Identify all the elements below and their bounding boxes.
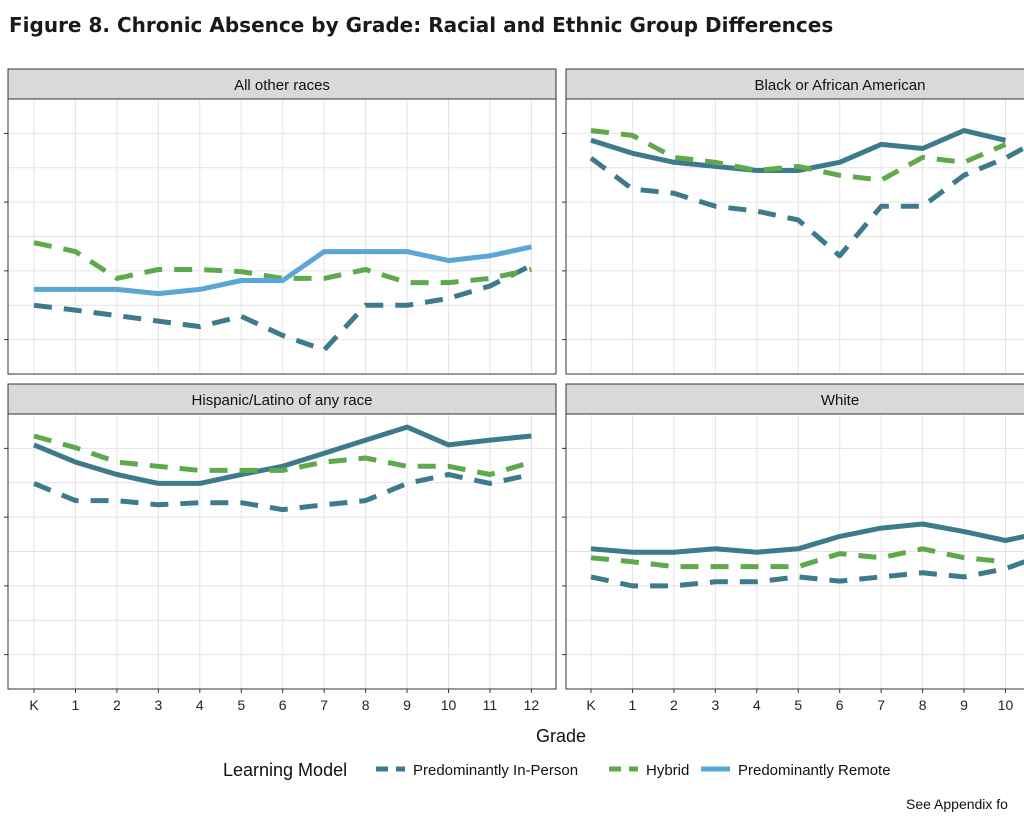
x-tick-label: 1 — [72, 697, 80, 713]
series-line-predominantly-in-person-dashed — [33, 472, 532, 513]
legend-item: Predominantly In-Person — [376, 762, 578, 779]
series-lines — [33, 240, 533, 353]
x-tick-label: 5 — [794, 697, 802, 713]
series-lines — [33, 424, 533, 513]
x-tick-label: 7 — [877, 697, 885, 713]
series-line-predominantly-in-person-solid — [33, 424, 532, 486]
x-tick-label: 8 — [362, 697, 370, 713]
x-tick-label: 2 — [113, 697, 121, 713]
series-line-predominantly-remote-solid — [34, 244, 532, 297]
panel-1: All other races — [4, 68, 557, 375]
x-tick-label: 11 — [483, 697, 498, 713]
series-line-hybrid-dashed — [590, 546, 1006, 570]
panel-title: White — [821, 392, 859, 409]
x-tick-label: 2 — [670, 697, 678, 713]
panel-strip — [7, 383, 557, 415]
panel-strip — [7, 68, 557, 100]
x-tick-label: 9 — [403, 697, 411, 713]
series-line-predominantly-in-person-dashed — [589, 145, 1024, 259]
series-line-predominantly-in-person-solid — [590, 128, 1007, 173]
x-tick-label: 4 — [753, 697, 761, 713]
series-lines — [589, 128, 1024, 259]
series-line-hybrid-dashed — [590, 128, 1007, 183]
figure-title: Figure 8. Chronic Absence by Grade: Raci… — [9, 13, 834, 37]
chart-panels: All other races Black or African American… — [4, 68, 1024, 713]
x-tick-label: 10 — [441, 697, 457, 713]
legend-title: Learning Model — [223, 760, 347, 780]
x-tick-label: 3 — [154, 697, 162, 713]
panel-title: All other races — [234, 77, 330, 94]
series-lines — [590, 521, 1024, 589]
panel-title: Black or African American — [755, 77, 926, 94]
footnote: See Appendix fo — [906, 796, 1008, 812]
legend-label: Predominantly In-Person — [413, 762, 578, 779]
series-line-predominantly-in-person-solid — [590, 521, 1024, 555]
x-tick-label: 8 — [919, 697, 927, 713]
x-tick-label: K — [586, 697, 596, 713]
legend-item: Predominantly Remote — [701, 762, 891, 779]
series-line-hybrid-dashed — [33, 240, 532, 286]
panel-strip — [565, 383, 1024, 415]
x-tick-label: 3 — [711, 697, 719, 713]
x-tick-label: 1 — [629, 697, 637, 713]
series-line-hybrid-dashed — [33, 433, 533, 477]
series-line-predominantly-in-person-dashed — [590, 559, 1024, 589]
x-tick-label: 9 — [960, 697, 968, 713]
series-line-predominantly-in-person-dashed — [33, 263, 533, 353]
x-tick-label: 10 — [998, 697, 1014, 713]
legend-label: Hybrid — [646, 762, 689, 779]
panel-strip — [565, 68, 1024, 100]
x-axis-label: Grade — [536, 726, 586, 746]
legend-item: Hybrid — [609, 762, 689, 779]
legend-label: Predominantly Remote — [738, 762, 891, 779]
x-tick-label: 12 — [524, 697, 540, 713]
x-tick-label: K — [29, 697, 39, 713]
gridlines — [566, 414, 1024, 689]
gridlines — [566, 99, 1024, 374]
gridlines — [8, 414, 556, 689]
gridlines — [8, 99, 556, 374]
panel-title: Hispanic/Latino of any race — [192, 392, 373, 409]
panel-4: White K 1 2 3 4 5 6 7 8 9 10 — [562, 383, 1024, 713]
x-tick-label: 7 — [320, 697, 328, 713]
x-tick-label: 6 — [836, 697, 844, 713]
x-tick-label: 6 — [279, 697, 287, 713]
panel-2: Black or African American — [562, 68, 1024, 375]
legend: Learning Model Predominantly In-Person Hy… — [223, 760, 891, 780]
x-tick-label: 5 — [237, 697, 245, 713]
x-tick-label: 4 — [196, 697, 204, 713]
